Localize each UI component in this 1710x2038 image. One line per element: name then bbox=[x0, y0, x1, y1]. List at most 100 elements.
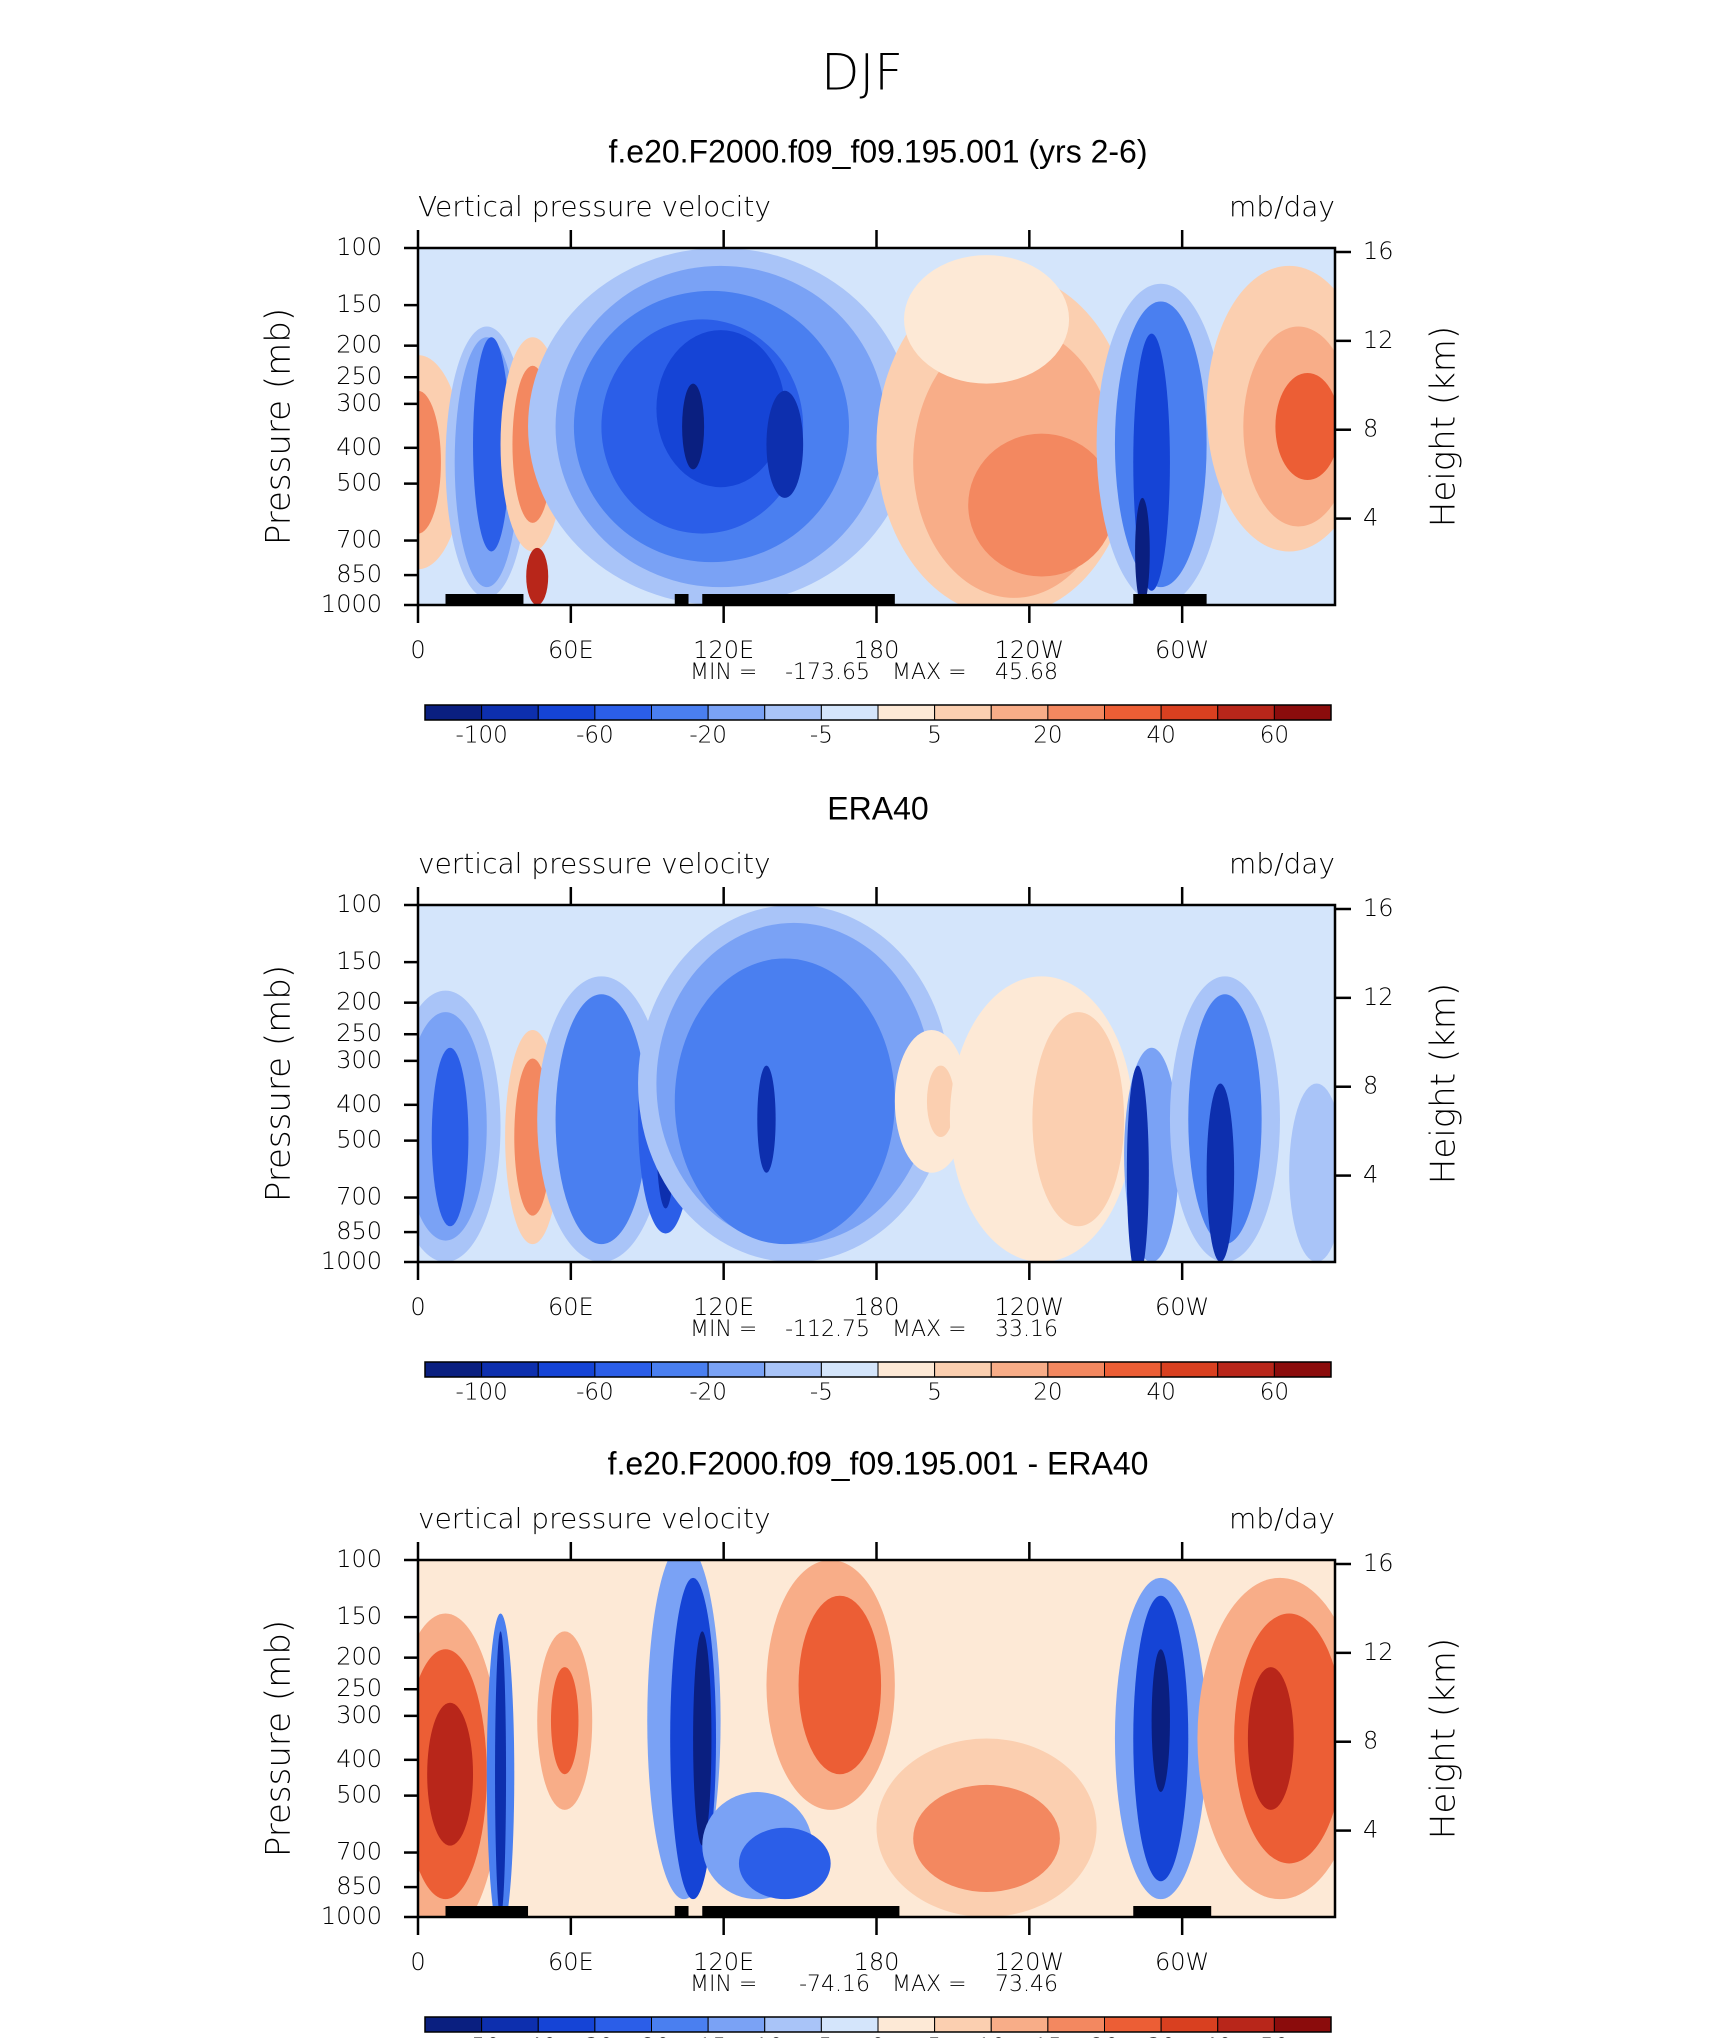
y-tick-label: 250 bbox=[336, 362, 382, 390]
colorbar-label: 20 bbox=[1033, 1380, 1062, 1406]
colorbar-box bbox=[537, 1361, 596, 1378]
x-tick-label: 120E bbox=[693, 1948, 754, 1976]
colorbar-frame bbox=[424, 1361, 1332, 1378]
min-value: -74.16 bbox=[799, 1972, 870, 1997]
contour-field bbox=[418, 1560, 1335, 1917]
x-tick-label: 60W bbox=[1155, 636, 1209, 664]
y-tick-label: 300 bbox=[336, 1701, 382, 1729]
y-tick-label: 700 bbox=[336, 1838, 382, 1866]
contour-region bbox=[495, 1631, 507, 1917]
colorbar-label: -60 bbox=[576, 1380, 614, 1406]
colorbar-label: 5 bbox=[927, 2035, 942, 2038]
y-tick-label: 250 bbox=[336, 1674, 382, 1702]
contour-region bbox=[757, 1065, 776, 1173]
y-tick-label: 500 bbox=[336, 469, 382, 497]
colorbar-box bbox=[651, 704, 709, 721]
contour-region bbox=[738, 1827, 831, 1900]
colorbar-label: 20 bbox=[1033, 723, 1062, 749]
y2-tick-label: 12 bbox=[1363, 983, 1394, 1011]
x-tick-label: 0 bbox=[410, 636, 425, 664]
colorbar-box bbox=[1104, 1361, 1162, 1378]
colorbar-box bbox=[1047, 2016, 1105, 2033]
colorbar-frame bbox=[424, 2016, 1332, 2033]
colorbar-label: -100 bbox=[456, 723, 508, 749]
colorbar-label: 20 bbox=[1090, 2035, 1119, 2038]
max-label: MAX = bbox=[892, 1317, 967, 1342]
x-tick-label: 60W bbox=[1155, 1948, 1209, 1976]
colorbar-label: 60 bbox=[1260, 1380, 1289, 1406]
contour-region bbox=[1289, 1083, 1335, 1262]
colorbar-label: -20 bbox=[633, 2035, 671, 2038]
contour-region bbox=[418, 390, 441, 534]
x-tick-label: 120E bbox=[693, 636, 754, 664]
contour-region bbox=[431, 1047, 469, 1227]
y-tick-label: 1000 bbox=[321, 1902, 382, 1930]
y-tick-label: 700 bbox=[336, 526, 382, 554]
contour-region bbox=[926, 1065, 955, 1138]
panel: f.e20.F2000.f09_f09.195.001 (yrs 2-6) Ver… bbox=[259, 133, 1464, 748]
contour-region bbox=[693, 1631, 712, 1846]
contour-region bbox=[473, 337, 510, 552]
right-label: mb/day bbox=[1229, 1502, 1335, 1535]
colorbar-box bbox=[594, 2016, 652, 2033]
y-axis-label: Pressure (mb) bbox=[259, 1620, 299, 1857]
colorbar-box bbox=[537, 704, 596, 721]
contour-region bbox=[1126, 1065, 1149, 1262]
y2-tick-label: 16 bbox=[1363, 237, 1394, 265]
min-label: MIN = bbox=[690, 1972, 757, 1997]
y-tick-label: 150 bbox=[336, 1602, 382, 1630]
y-tick-label: 200 bbox=[336, 988, 382, 1016]
contour-region bbox=[904, 255, 1070, 384]
terrain bbox=[1133, 1906, 1212, 1917]
colorbar-box bbox=[424, 704, 483, 721]
colorbar-box bbox=[1104, 2016, 1162, 2033]
colorbar-label: -5 bbox=[810, 1380, 833, 1406]
contour-region bbox=[1032, 1012, 1125, 1227]
colorbar-box bbox=[877, 2016, 936, 2033]
colorbar-box bbox=[651, 1361, 709, 1378]
colorbar-box bbox=[820, 704, 879, 721]
x-tick-label: 120W bbox=[995, 1948, 1065, 1976]
colorbar-box bbox=[877, 1361, 936, 1378]
colorbar-label: -20 bbox=[689, 1380, 727, 1406]
colorbar-box bbox=[594, 704, 652, 721]
figure-title: DJF bbox=[821, 44, 903, 102]
y-tick-label: 400 bbox=[336, 1090, 382, 1118]
y-tick-label: 150 bbox=[336, 947, 382, 975]
contour-region bbox=[1247, 1667, 1294, 1810]
colorbar-box bbox=[481, 704, 539, 721]
colorbar-box bbox=[707, 1361, 766, 1378]
right-label: mb/day bbox=[1229, 190, 1335, 223]
max-value: 73.46 bbox=[995, 1972, 1058, 1997]
y2-axis-label: Height (km) bbox=[1424, 1638, 1464, 1839]
y2-tick-label: 4 bbox=[1363, 1816, 1378, 1844]
contour-field bbox=[418, 905, 1335, 1262]
colorbar-box bbox=[481, 2016, 539, 2033]
contour-region bbox=[674, 958, 895, 1245]
colorbar-box bbox=[990, 1361, 1049, 1378]
y-tick-label: 250 bbox=[336, 1019, 382, 1047]
x-tick-label: 180 bbox=[854, 1293, 900, 1321]
colorbar-label: 5 bbox=[927, 723, 942, 749]
x-tick-label: 120W bbox=[995, 1293, 1065, 1321]
colorbar-label: -5 bbox=[810, 723, 833, 749]
y-tick-label: 200 bbox=[336, 331, 382, 359]
y-tick-label: 1000 bbox=[321, 590, 382, 618]
min-label: MIN = bbox=[690, 660, 757, 685]
colorbar-box bbox=[1273, 704, 1332, 721]
colorbar-box bbox=[707, 704, 766, 721]
y-tick-label: 300 bbox=[336, 389, 382, 417]
y2-tick-label: 16 bbox=[1363, 894, 1394, 922]
left-label: vertical pressure velocity bbox=[418, 847, 771, 880]
x-tick-label: 180 bbox=[854, 636, 900, 664]
colorbar-label: 50 bbox=[1260, 2035, 1289, 2038]
terrain bbox=[445, 594, 524, 605]
colorbar-box bbox=[1104, 704, 1162, 721]
colorbar-box bbox=[764, 1361, 822, 1378]
min-value: -173.65 bbox=[785, 660, 870, 685]
colorbar-label: 40 bbox=[1146, 723, 1175, 749]
y2-tick-label: 12 bbox=[1363, 326, 1394, 354]
panel-title: f.e20.F2000.f09_f09.195.001 (yrs 2-6) bbox=[608, 133, 1147, 169]
contour-region bbox=[1151, 1649, 1170, 1793]
panel: f.e20.F2000.f09_f09.195.001 - ERA40 verti… bbox=[259, 1445, 1464, 2038]
